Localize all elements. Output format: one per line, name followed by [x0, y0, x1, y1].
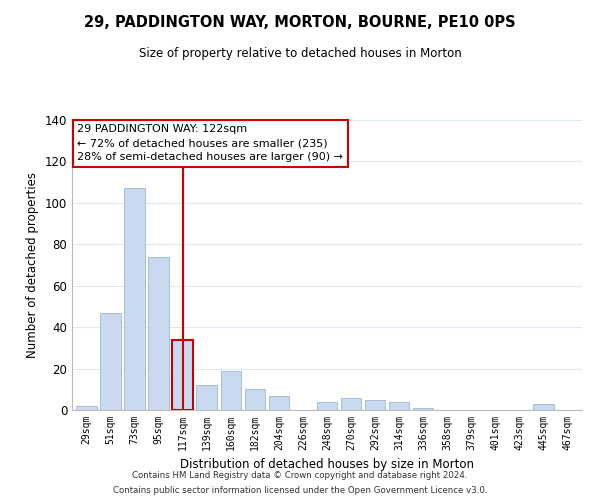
Bar — [389, 402, 409, 410]
Y-axis label: Number of detached properties: Number of detached properties — [26, 172, 39, 358]
Text: 29 PADDINGTON WAY: 122sqm
← 72% of detached houses are smaller (235)
28% of semi: 29 PADDINGTON WAY: 122sqm ← 72% of detac… — [77, 124, 343, 162]
Bar — [317, 402, 337, 410]
Bar — [100, 312, 121, 410]
Bar — [124, 188, 145, 410]
Text: Size of property relative to detached houses in Morton: Size of property relative to detached ho… — [139, 48, 461, 60]
Bar — [221, 370, 241, 410]
Bar — [76, 406, 97, 410]
Text: Contains HM Land Registry data © Crown copyright and database right 2024.: Contains HM Land Registry data © Crown c… — [132, 471, 468, 480]
Bar — [269, 396, 289, 410]
Bar — [245, 390, 265, 410]
Text: 29, PADDINGTON WAY, MORTON, BOURNE, PE10 0PS: 29, PADDINGTON WAY, MORTON, BOURNE, PE10… — [84, 15, 516, 30]
Text: Contains public sector information licensed under the Open Government Licence v3: Contains public sector information licen… — [113, 486, 487, 495]
Bar — [365, 400, 385, 410]
Bar — [148, 256, 169, 410]
Bar — [196, 385, 217, 410]
Bar — [533, 404, 554, 410]
Bar — [413, 408, 433, 410]
Bar — [172, 340, 193, 410]
X-axis label: Distribution of detached houses by size in Morton: Distribution of detached houses by size … — [180, 458, 474, 471]
Bar — [341, 398, 361, 410]
